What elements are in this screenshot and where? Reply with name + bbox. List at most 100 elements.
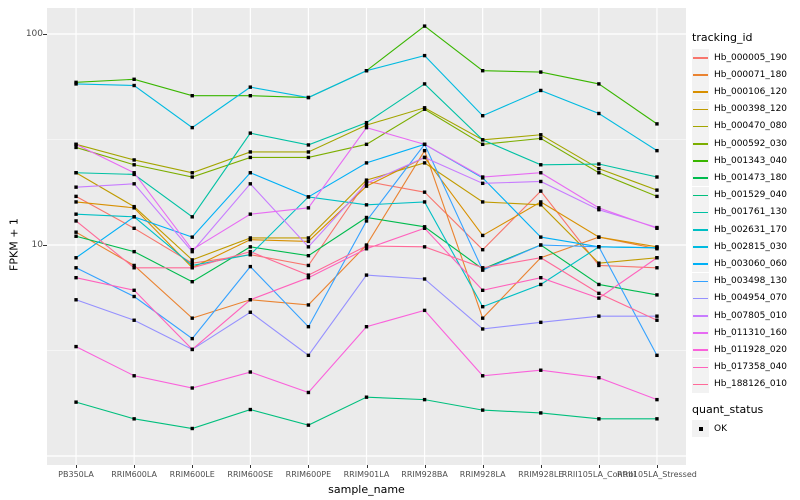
- legend-key-swatch: [692, 358, 709, 376]
- data-point: [539, 368, 543, 372]
- data-point: [248, 237, 253, 242]
- data-point: [480, 327, 485, 331]
- x-tick-mark: [424, 465, 426, 468]
- y-tick-label-100: 100: [25, 29, 43, 39]
- legend-key-swatch: [692, 169, 709, 187]
- data-point: [655, 256, 659, 260]
- data-point: [597, 296, 601, 300]
- legend-item-label: Hb_002631_170: [714, 224, 788, 235]
- legend-item-Hb_000005_190: Hb_000005_190: [692, 49, 787, 66]
- legend-key-swatch: [692, 375, 709, 393]
- data-point: [422, 277, 427, 281]
- data-point: [248, 182, 253, 186]
- plot-panel: [47, 8, 686, 465]
- data-point: [306, 195, 311, 199]
- legend-item-Hb_003498_130: Hb_003498_130: [692, 272, 787, 290]
- series-color-line-icon: [693, 246, 708, 248]
- legend-item-Hb_007805_010: Hb_007805_010: [692, 307, 787, 324]
- data-point: [190, 235, 194, 239]
- data-point: [132, 77, 136, 81]
- data-point: [655, 266, 659, 270]
- data-point: [422, 82, 427, 86]
- data-point: [190, 175, 194, 179]
- data-point: [248, 310, 253, 314]
- x-tick-label-RRIM600SE: RRIM600SE: [227, 470, 274, 479]
- data-point: [190, 279, 194, 284]
- data-point: [597, 171, 601, 175]
- data-point: [539, 189, 543, 193]
- data-point: [597, 245, 601, 249]
- x-tick-label-RRIM928BA: RRIM928BA: [401, 470, 448, 479]
- x-tick-mark: [308, 465, 310, 468]
- legend-item-Hb_188126_010: Hb_188126_010: [692, 375, 788, 393]
- data-point: [422, 161, 427, 165]
- data-point: [306, 275, 311, 280]
- legend-item-Hb_001529_040: Hb_001529_040: [692, 186, 787, 204]
- legend-item-label: Hb_000106_120: [714, 86, 788, 97]
- data-point: [74, 142, 78, 147]
- series-color-line-icon: [693, 91, 708, 93]
- legend-key-swatch: [692, 307, 709, 324]
- quant-ok-key: [692, 420, 709, 437]
- data-point: [655, 194, 659, 199]
- data-point: [480, 408, 485, 412]
- data-point: [539, 256, 543, 260]
- series-color-line-icon: [693, 383, 708, 386]
- data-point: [190, 125, 194, 130]
- legend-item-label: Hb_004954_070: [714, 293, 788, 304]
- data-point: [597, 291, 601, 296]
- data-point: [190, 263, 194, 268]
- data-point: [364, 247, 369, 251]
- data-point: [248, 407, 253, 412]
- data-point: [306, 325, 311, 329]
- data-point: [597, 261, 601, 265]
- legend-title-tracking-id: tracking_id: [692, 31, 753, 44]
- data-point: [132, 266, 136, 270]
- data-point: [480, 200, 485, 204]
- data-point: [655, 246, 659, 250]
- series-color-line-icon: [693, 349, 708, 351]
- x-tick-label-RRIM928LE: RRIM928LE: [518, 470, 564, 479]
- data-point: [539, 179, 543, 184]
- data-point: [539, 163, 543, 167]
- legend-item-label: Hb_188126_010: [714, 379, 788, 390]
- data-point: [190, 94, 194, 98]
- data-point: [539, 411, 543, 415]
- data-point: [655, 226, 659, 230]
- data-point: [74, 194, 78, 199]
- legend-item-Hb_003060_060: Hb_003060_060: [692, 255, 787, 273]
- data-point: [306, 155, 311, 160]
- legend-key-swatch: [692, 135, 709, 152]
- data-point: [480, 316, 485, 320]
- data-point: [190, 215, 194, 219]
- data-point: [422, 226, 427, 230]
- legend-key-swatch: [692, 186, 709, 204]
- series-color-line-icon: [693, 332, 708, 334]
- x-tick-label-RRIM600LA: RRIM600LA: [111, 470, 158, 479]
- data-point: [306, 273, 311, 277]
- x-tick-label-RRIM600PE: RRIM600PE: [285, 470, 332, 479]
- data-point: [539, 320, 543, 325]
- data-point: [74, 219, 78, 223]
- data-point: [422, 155, 427, 160]
- data-point: [655, 417, 659, 421]
- chart-canvas: [47, 8, 686, 465]
- data-point: [190, 347, 194, 352]
- data-point: [132, 263, 136, 268]
- data-point: [132, 182, 136, 186]
- data-point: [655, 353, 659, 358]
- data-point: [132, 163, 136, 167]
- data-point: [597, 376, 601, 380]
- data-point: [480, 248, 485, 252]
- legend-item-ok: OK: [692, 420, 727, 437]
- data-point: [539, 88, 543, 93]
- data-point: [132, 171, 136, 175]
- data-point: [132, 318, 136, 322]
- data-point: [539, 136, 543, 141]
- data-point: [597, 82, 601, 86]
- data-point: [597, 207, 601, 212]
- x-axis-title: sample_name: [328, 483, 405, 496]
- data-point: [655, 188, 659, 192]
- data-point: [306, 253, 311, 258]
